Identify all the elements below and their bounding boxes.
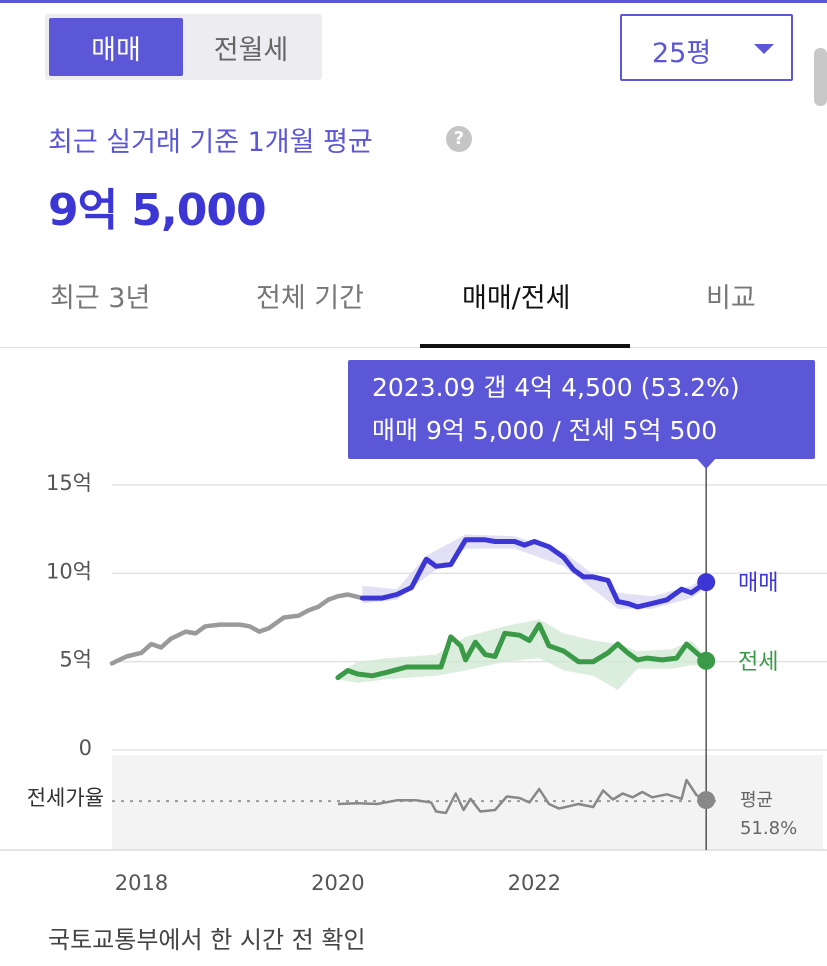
tab-all-period[interactable]: 전체 기간 bbox=[256, 283, 364, 314]
data-source-note: 국토교통부에서 한 시간 전 확인 bbox=[48, 926, 366, 954]
tab-recent-3y[interactable]: 최근 3년 bbox=[50, 283, 151, 314]
caret-down-icon bbox=[754, 44, 774, 54]
tooltip-line-2: 매매 9억 5,000 / 전세 5억 500 bbox=[372, 416, 717, 445]
x-tick-label: 2020 bbox=[311, 871, 364, 895]
tooltip-pointer bbox=[697, 459, 716, 469]
size-select-value: 25평 bbox=[652, 38, 712, 69]
sale-toggle-button[interactable]: 매매 bbox=[49, 18, 183, 76]
help-icon[interactable]: ? bbox=[446, 126, 472, 152]
x-tick-label: 2018 bbox=[115, 871, 168, 895]
lease-line bbox=[335, 622, 709, 681]
sale-end-marker bbox=[697, 573, 716, 592]
tab-compare[interactable]: 비교 bbox=[706, 283, 756, 314]
sale-history-line bbox=[109, 592, 365, 666]
tooltip-box bbox=[348, 360, 815, 459]
period-tabs: 최근 3년 전체 기간 매매/전세 비교 bbox=[0, 262, 827, 348]
ratio-line bbox=[337, 778, 707, 815]
lease-range-band bbox=[337, 619, 707, 690]
y-tick-label: 5억 bbox=[59, 648, 92, 672]
lease-end-marker bbox=[697, 651, 716, 670]
sale-range-band bbox=[362, 534, 707, 609]
ratio-label: 전세가율 bbox=[27, 786, 104, 810]
lease-legend-label: 전세 bbox=[738, 650, 778, 675]
deal-type-toggle: 매매 전월세 bbox=[45, 14, 322, 80]
ratio-average-label: 평균 bbox=[740, 790, 773, 811]
sale-line bbox=[359, 537, 709, 610]
size-select[interactable]: 25평 bbox=[620, 14, 793, 81]
x-tick-label: 2022 bbox=[508, 871, 561, 895]
ratio-average-value: 51.8% bbox=[740, 818, 797, 839]
active-tab-underline bbox=[420, 344, 630, 348]
y-tick-label: 0 bbox=[79, 736, 92, 760]
sale-legend-label: 매매 bbox=[738, 571, 778, 596]
ratio-end-marker bbox=[697, 791, 716, 810]
top-accent-line bbox=[0, 0, 827, 3]
scrollbar-thumb[interactable] bbox=[814, 48, 827, 106]
lease-toggle-button[interactable]: 전월세 bbox=[184, 18, 318, 76]
y-tick-label: 10억 bbox=[46, 559, 92, 583]
average-price: 9억 5,000 bbox=[48, 185, 267, 236]
tooltip-line-1: 2023.09 갭 4억 4,500 (53.2%) bbox=[372, 373, 740, 402]
tab-sale-lease[interactable]: 매매/전세 bbox=[462, 283, 571, 314]
y-tick-label: 15억 bbox=[46, 471, 92, 495]
price-basis-label: 최근 실거래 기준 1개월 평균 bbox=[48, 127, 373, 158]
